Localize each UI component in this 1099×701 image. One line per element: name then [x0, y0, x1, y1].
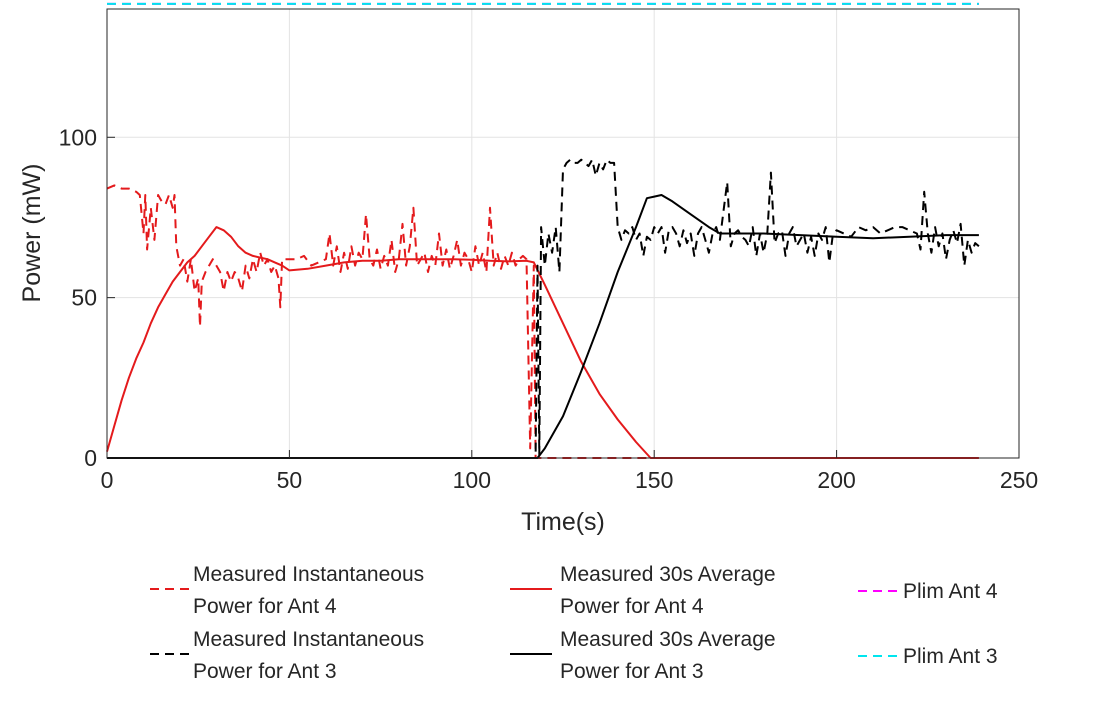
x-tick-label: 0 — [101, 467, 114, 493]
y-tick-label: 0 — [84, 445, 97, 471]
series-lines — [106, 2, 980, 459]
legend-label-inst-ant3: Measured Instantaneous — [193, 628, 424, 651]
series-inst-ant3-line — [107, 158, 980, 459]
y-tick-label: 100 — [59, 124, 97, 150]
legend-label-inst-ant3-line2: Power for Ant 3 — [193, 660, 337, 683]
axis-ticks: 0 50 100 150 200 250 0 50 100 — [59, 124, 1039, 493]
legend-label-plim-ant4: Plim Ant 4 — [903, 580, 998, 603]
legend-label-avg-ant4: Measured 30s Average — [560, 563, 776, 586]
y-axis-label: Power (mW) — [18, 164, 46, 303]
x-tick-label: 150 — [635, 467, 673, 493]
x-tick-label: 200 — [817, 467, 855, 493]
y-tick-label: 50 — [71, 285, 97, 311]
legend-label-inst-ant4-line2: Power for Ant 4 — [193, 595, 337, 618]
x-axis-label: Time(s) — [521, 508, 605, 536]
legend-label-inst-ant4: Measured Instantaneous — [193, 563, 424, 586]
legend-label-plim-ant3: Plim Ant 3 — [903, 645, 998, 668]
x-tick-label: 50 — [277, 467, 303, 493]
series-avg-ant4-line — [106, 226, 979, 459]
legend: Measured Instantaneous Power for Ant 4 Mea… — [150, 563, 998, 683]
legend-label-avg-ant3-line2: Power for Ant 3 — [560, 660, 704, 683]
plot-area-background — [107, 9, 1019, 458]
x-tick-label: 250 — [1000, 467, 1038, 493]
legend-label-avg-ant4-line2: Power for Ant 4 — [560, 595, 704, 618]
legend-label-avg-ant3: Measured 30s Average — [560, 628, 776, 651]
x-tick-label: 100 — [453, 467, 491, 493]
plot-area-frame — [106, 8, 1020, 459]
series-avg-ant3-line — [107, 194, 979, 459]
